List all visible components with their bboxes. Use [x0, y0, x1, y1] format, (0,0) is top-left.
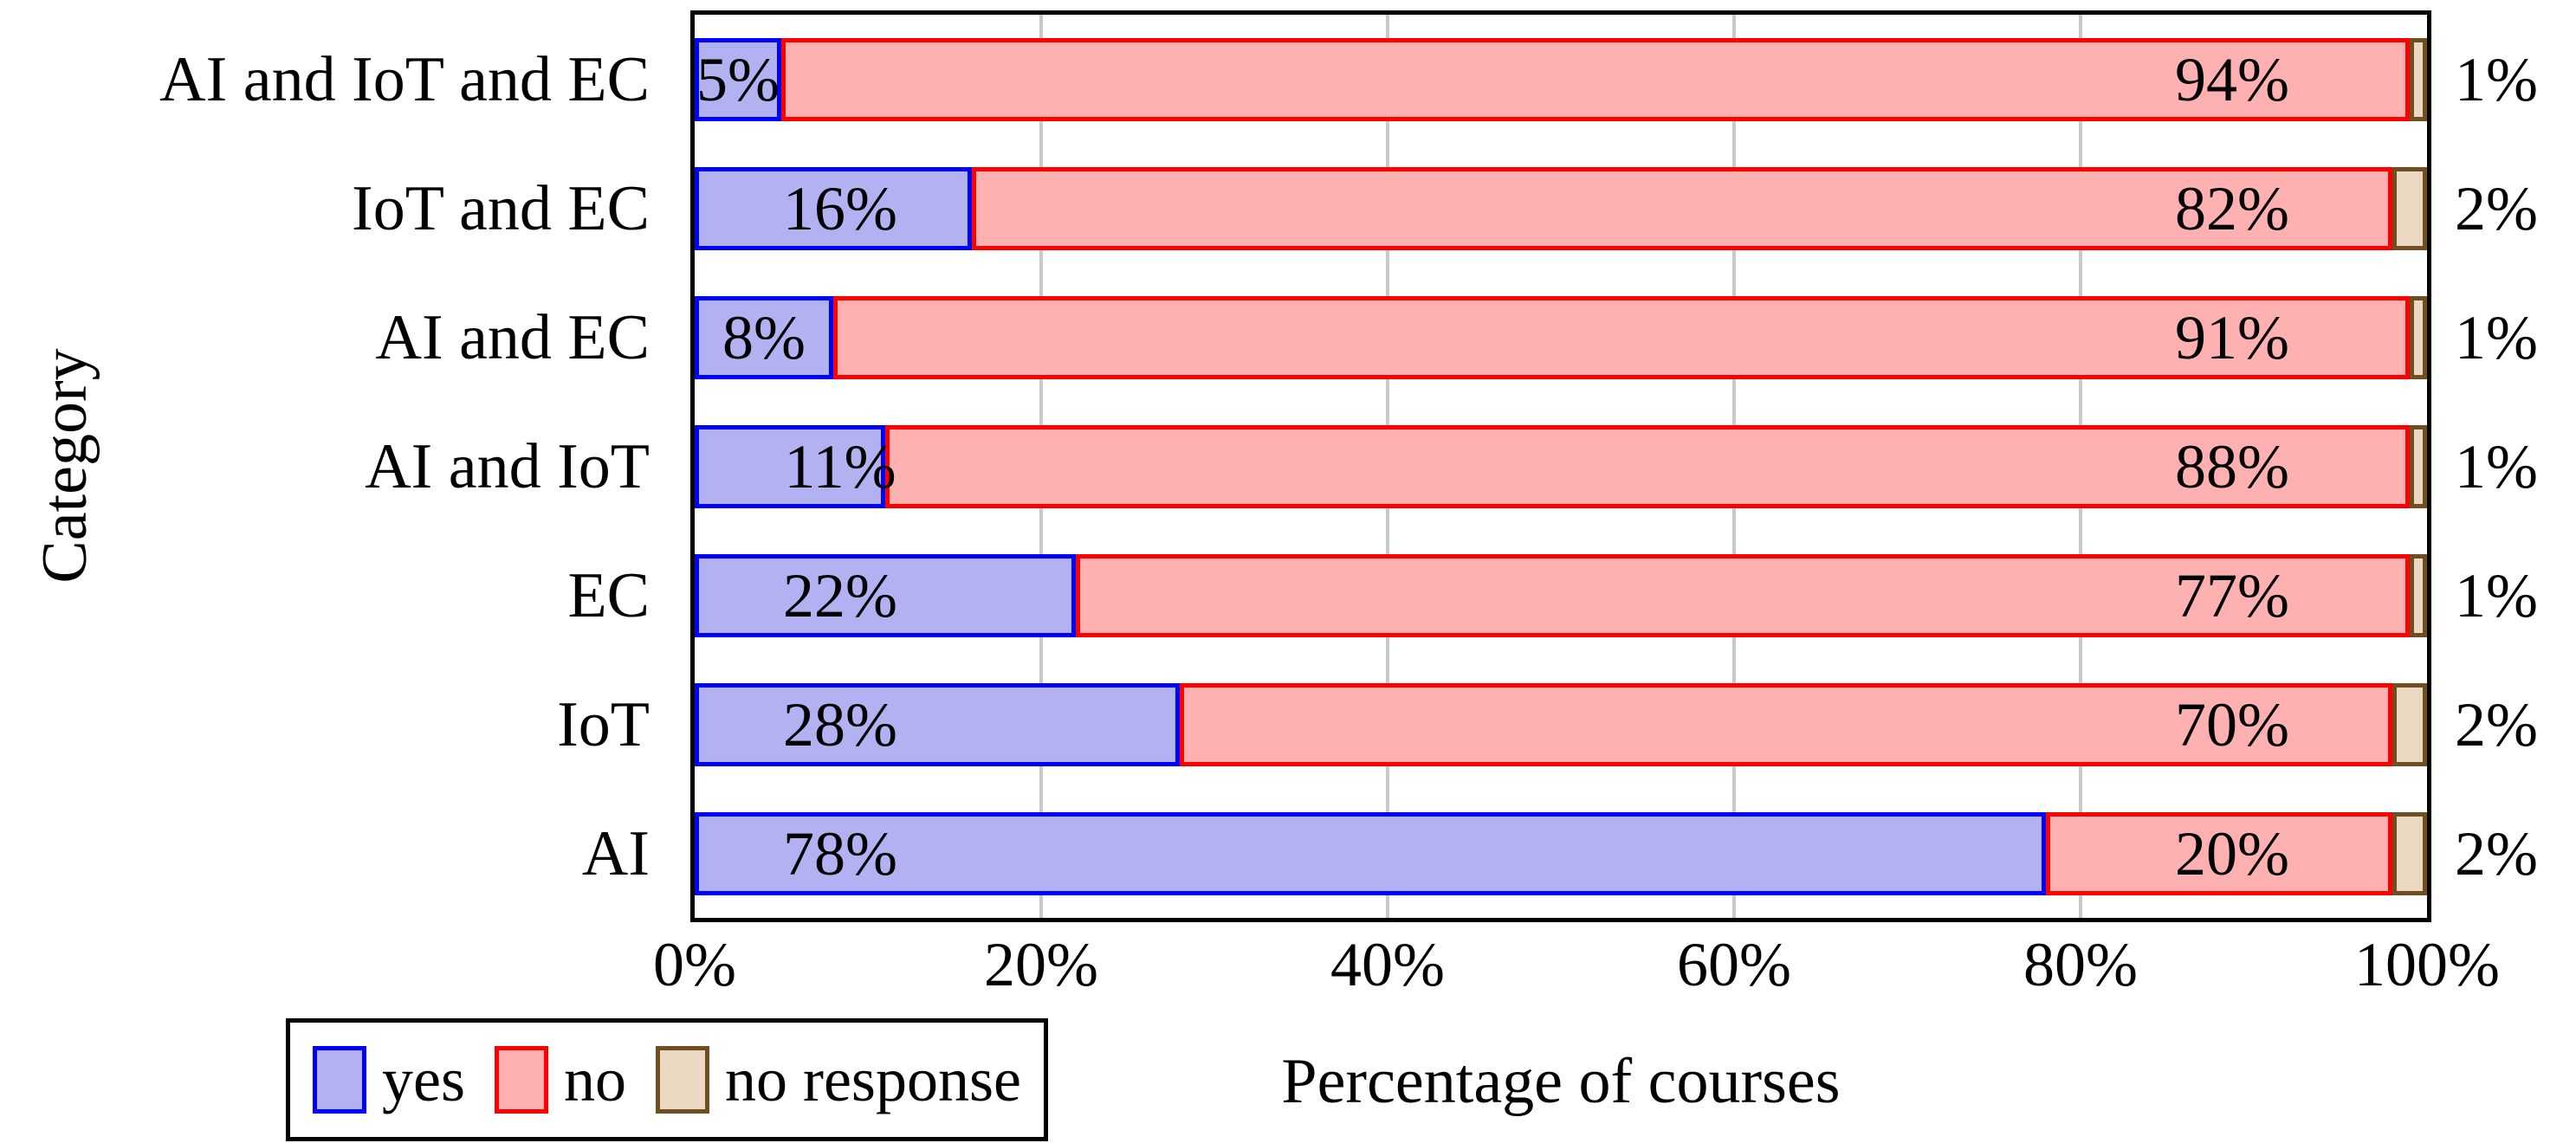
bar-segment-no_response — [2392, 682, 2427, 766]
bar-segment-yes — [695, 682, 1180, 766]
bar-value-label-yes: 28% — [783, 689, 897, 759]
bar-row: 5% 94% 1% — [695, 37, 2538, 121]
bar-value-label-yes: 78% — [783, 818, 897, 888]
bar-row: 8% 91% 1% — [695, 295, 2538, 379]
category-label: AI — [581, 817, 650, 889]
bar-value-label-no: 70% — [2175, 689, 2289, 759]
bar-segment-yes — [695, 424, 885, 508]
category-label: IoT and EC — [352, 172, 650, 244]
bar-segment-no — [1076, 553, 2410, 637]
bar-segment-no_response — [2392, 811, 2427, 895]
plot-area: 5% 94% 1% 16% 82% 2% 8% 91% 1% 11% 88% 1% 22% 77% 1% 28… — [690, 10, 2538, 922]
bar-value-label-no: 94% — [2175, 44, 2289, 114]
category-label: AI and IoT and EC — [159, 43, 650, 115]
legend-swatch-no — [494, 1046, 548, 1114]
category-axis-labels: AI and IoT and EC IoT and EC AI and EC AI a… — [0, 15, 669, 918]
bar-row: 22% 77% 1% — [695, 553, 2538, 637]
legend-swatch-yes — [313, 1046, 366, 1114]
category-label: EC — [567, 559, 650, 631]
legend-item-no_response: no response — [655, 1045, 1021, 1114]
x-tick-label: 20% — [984, 930, 1098, 999]
x-tick-label: 80% — [2023, 930, 2138, 999]
bar-row: 11% 88% 1% — [695, 424, 2538, 508]
category-label: IoT — [557, 688, 650, 760]
bar-value-label-yes: 8% — [722, 302, 806, 372]
bar-value-label-no_response: 1% — [2455, 431, 2538, 501]
bar-value-label-no_response: 1% — [2455, 44, 2538, 114]
bar-segment-no — [833, 295, 2410, 379]
bar-value-label-yes: 16% — [783, 173, 897, 243]
bar-value-label-no: 88% — [2175, 431, 2289, 501]
bar-value-label-no_response: 1% — [2455, 560, 2538, 630]
bar-segment-no — [781, 37, 2410, 121]
bar-value-label-no_response: 2% — [2455, 689, 2538, 759]
bar-value-label-yes: 5% — [696, 44, 780, 114]
x-tick-label: 60% — [1677, 930, 1791, 999]
legend: yes no no response — [286, 1018, 1048, 1141]
bar-segment-no_response — [2410, 424, 2427, 508]
bar-segment-no_response — [2410, 37, 2427, 121]
bar-segment-no_response — [2392, 166, 2427, 250]
bar-segment-yes — [695, 166, 972, 250]
legend-label-yes: yes — [382, 1045, 465, 1114]
x-tick-label: 100% — [2354, 930, 2500, 999]
bar-value-label-no: 82% — [2175, 173, 2289, 243]
bar-row: 16% 82% 2% — [695, 166, 2538, 250]
category-label: AI and EC — [375, 301, 650, 373]
x-axis-title: Percentage of courses — [1281, 1046, 1841, 1117]
bar-row: 78% 20% 2% — [695, 811, 2538, 895]
legend-swatch-no_response — [655, 1046, 709, 1114]
bar-value-label-no_response: 2% — [2455, 173, 2538, 243]
bar-segment-yes — [695, 37, 781, 121]
legend-item-no: no — [494, 1045, 626, 1114]
bar-segment-yes — [695, 553, 1076, 637]
bar-segment-no — [885, 424, 2410, 508]
plot-inner: 5% 94% 1% 16% 82% 2% 8% 91% 1% 11% 88% 1% 22% 77% 1% 28… — [695, 15, 2538, 918]
bar-segment-no_response — [2410, 295, 2427, 379]
legend-item-yes: yes — [313, 1046, 465, 1114]
bar-row: 28% 70% 2% — [695, 682, 2538, 766]
x-tick-label: 0% — [653, 930, 736, 999]
bar-segment-yes — [695, 811, 2046, 895]
bar-value-label-no: 91% — [2175, 302, 2289, 372]
bar-segment-yes — [695, 295, 833, 379]
bar-value-label-no_response: 2% — [2455, 818, 2538, 888]
bar-segment-no — [972, 166, 2392, 250]
legend-label-no: no — [563, 1045, 626, 1114]
category-label: AI and IoT — [365, 430, 650, 502]
x-axis-ticks: 0% 20% 40% 60% 80% 100% — [653, 930, 2500, 1011]
bar-value-label-no: 20% — [2175, 818, 2289, 888]
bar-segment-no_response — [2410, 553, 2427, 637]
bar-segment-no — [1180, 682, 2392, 766]
legend-label-no_response: no response — [724, 1045, 1021, 1114]
bar-value-label-yes: 11% — [784, 431, 896, 501]
bar-segment-no — [2046, 811, 2392, 895]
bar-value-label-no: 77% — [2175, 560, 2289, 630]
bar-value-label-no_response: 1% — [2455, 302, 2538, 372]
bar-value-label-yes: 22% — [783, 560, 897, 630]
x-tick-label: 40% — [1330, 930, 1445, 999]
